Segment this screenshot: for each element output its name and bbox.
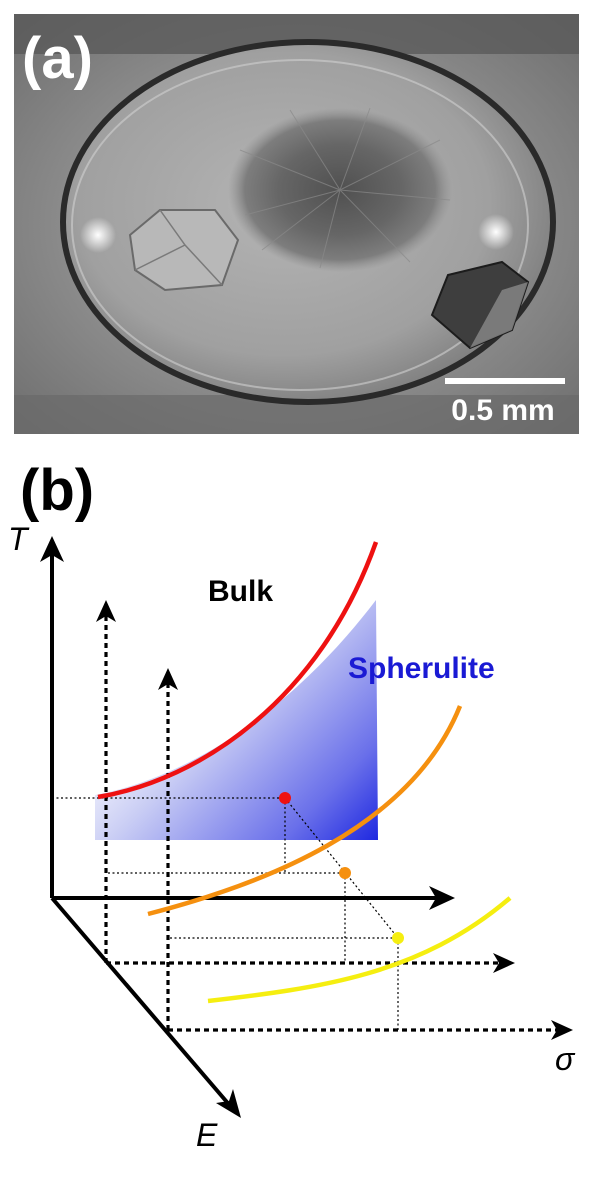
axes	[50, 548, 440, 1110]
curve-bottom-yellow	[207, 896, 512, 1004]
droplet-inner-rim	[71, 59, 529, 391]
point-yellow	[392, 932, 404, 944]
axis-arrow-heads	[40, 536, 455, 1118]
projection-lines	[52, 797, 399, 1032]
highlight-left	[80, 217, 116, 253]
sigma-axis-label: σ	[555, 1041, 576, 1077]
highlight-right	[478, 214, 514, 250]
scale-bar-label: 0.5 mm	[451, 394, 554, 427]
panel-b-diagram: (b)	[8, 458, 576, 1153]
spherulite-fibers	[239, 107, 451, 269]
e-axis-label: E	[196, 1117, 218, 1153]
curve-middle-orange	[147, 705, 463, 917]
bulk-crystal-left	[128, 209, 240, 292]
droplet-rim	[60, 39, 556, 405]
point-orange	[339, 867, 351, 879]
spherulite-label: Spherulite	[348, 652, 495, 685]
panel-b-label: (b)	[20, 458, 94, 523]
panel-a-label: (a)	[22, 26, 93, 91]
e-axis	[50, 896, 234, 1110]
spherulite-region	[95, 600, 378, 840]
scale-bar	[445, 378, 565, 384]
panel-a-photo: 0.5 mm (a)	[14, 14, 579, 434]
t-axis-label: T	[8, 521, 30, 557]
bulk-label: Bulk	[208, 575, 273, 608]
point-red	[279, 792, 291, 804]
dotted-arrow-heads	[96, 600, 573, 1040]
curve-top-red	[97, 541, 379, 800]
dotted-arrows	[104, 610, 563, 1032]
